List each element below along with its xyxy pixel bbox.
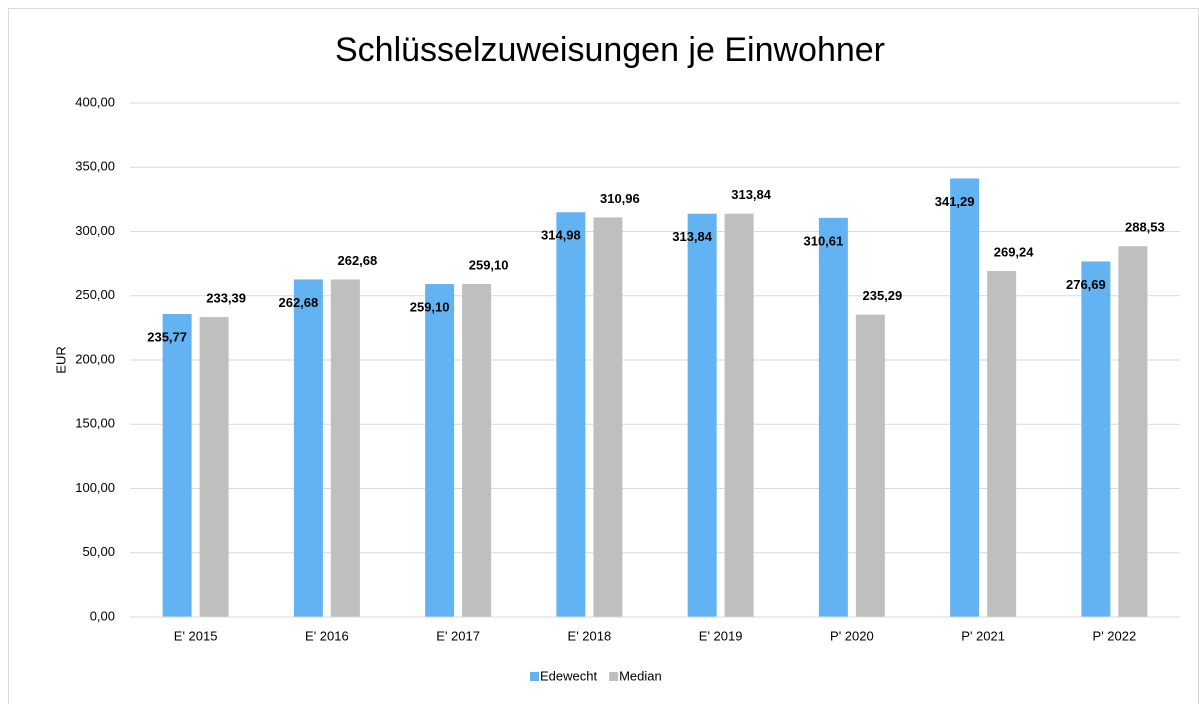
bar — [724, 213, 754, 617]
x-tick-label: E' 2019 — [699, 628, 743, 643]
legend-label: Edewecht — [540, 668, 597, 683]
bar — [687, 213, 717, 617]
bar — [1081, 261, 1111, 617]
bar — [818, 217, 848, 617]
value-label: 262,68 — [337, 253, 377, 268]
bar — [950, 178, 980, 617]
y-tick-label: 300,00 — [75, 223, 115, 238]
bar — [556, 212, 586, 617]
y-tick-label: 50,00 — [82, 544, 115, 559]
x-tick-label: E' 2017 — [436, 628, 480, 643]
bar — [293, 279, 323, 617]
y-tick-label: 0,00 — [90, 608, 115, 623]
y-axis-label: EUR — [53, 346, 68, 373]
legend-swatch — [609, 672, 619, 681]
value-label: 235,77 — [147, 329, 187, 344]
value-label: 276,69 — [1066, 277, 1106, 292]
chart-title: Schlüsselzuweisungen je Einwohner — [335, 31, 885, 69]
bar — [1118, 246, 1148, 617]
value-label: 341,29 — [935, 194, 975, 209]
value-label: 262,68 — [278, 295, 318, 310]
y-tick-label: 250,00 — [75, 287, 115, 302]
value-label: 313,84 — [672, 229, 713, 244]
bar — [330, 279, 360, 617]
y-tick-label: 150,00 — [75, 416, 115, 431]
value-label: 314,98 — [541, 228, 581, 243]
legend-label: Median — [619, 668, 662, 683]
legend-swatch — [530, 672, 539, 681]
value-label: 310,61 — [803, 233, 843, 248]
y-tick-label: 400,00 — [75, 94, 115, 109]
x-tick-label: P' 2021 — [961, 628, 1005, 643]
bar — [425, 284, 455, 617]
bar — [462, 284, 492, 617]
y-tick-label: 350,00 — [75, 159, 115, 174]
y-tick-label: 200,00 — [75, 351, 115, 366]
value-label: 259,10 — [410, 299, 450, 314]
value-label: 313,84 — [731, 187, 772, 202]
bar — [987, 271, 1017, 617]
bar — [593, 217, 623, 618]
value-label: 269,24 — [994, 244, 1035, 259]
value-label: 310,96 — [600, 191, 640, 206]
bar — [199, 317, 229, 617]
value-label: 259,10 — [469, 257, 509, 272]
x-tick-label: P' 2022 — [1093, 628, 1137, 643]
x-tick-label: P' 2020 — [830, 628, 874, 643]
value-label: 288,53 — [1125, 220, 1165, 235]
x-tick-label: E' 2018 — [568, 628, 612, 643]
x-tick-label: E' 2016 — [305, 628, 349, 643]
value-label: 233,39 — [206, 291, 246, 306]
bar — [162, 314, 192, 617]
bar — [855, 314, 885, 617]
x-tick-label: E' 2015 — [174, 628, 218, 643]
value-label: 235,29 — [862, 288, 902, 303]
y-tick-label: 100,00 — [75, 480, 115, 495]
